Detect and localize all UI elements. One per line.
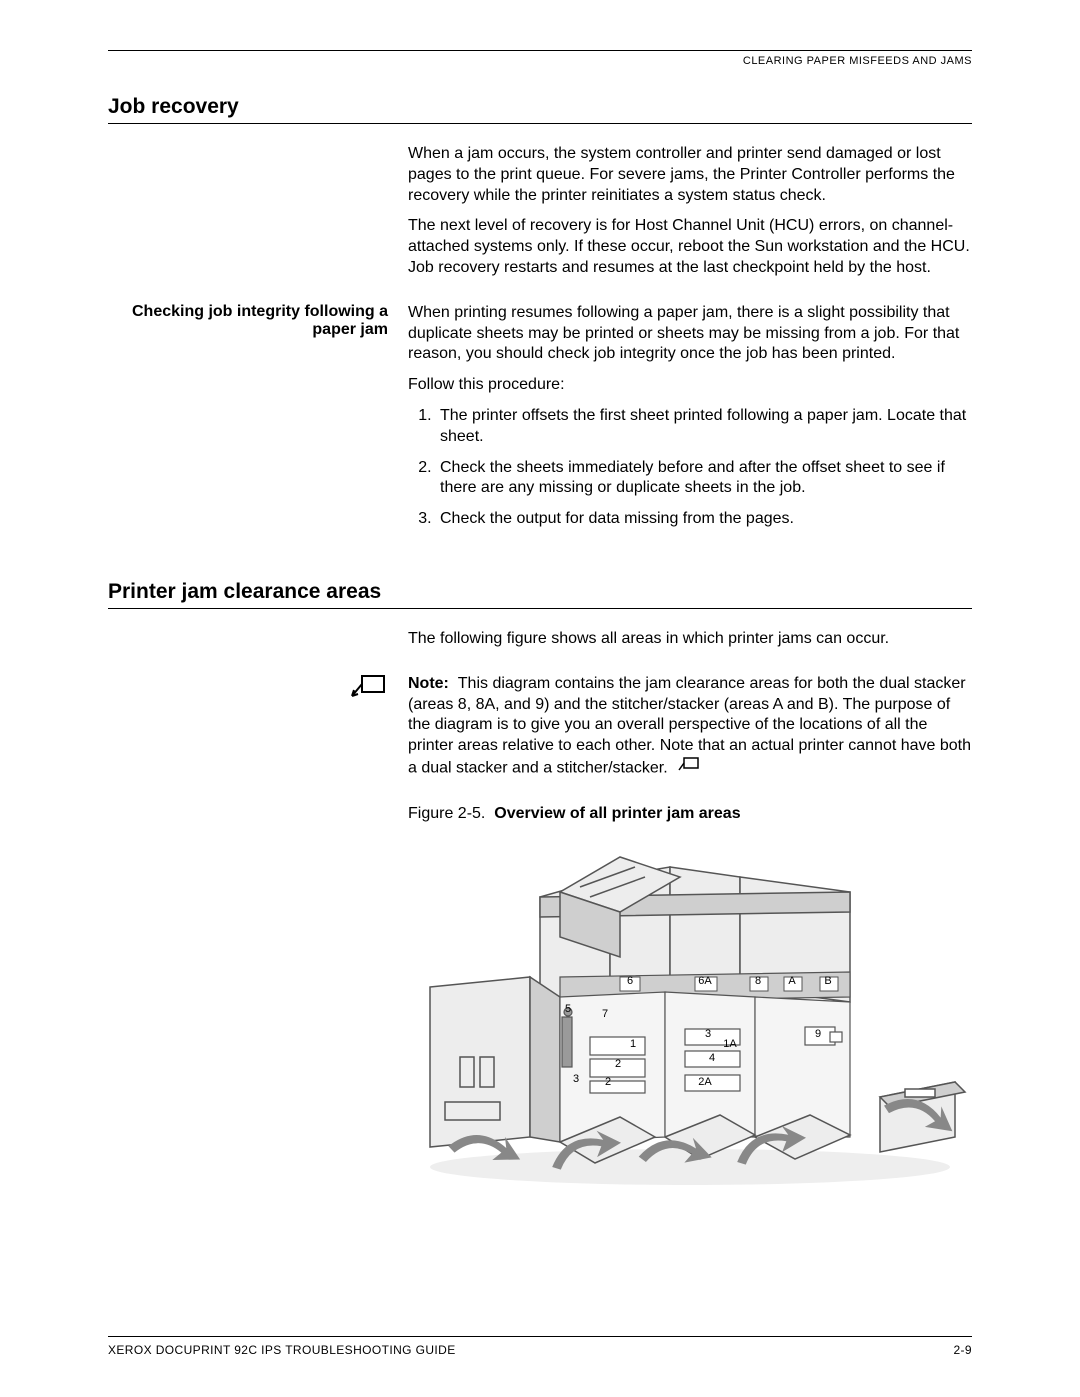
para-job-recovery-2: The next level of recovery is for Host C… [408, 216, 972, 278]
footer-left: XEROX DOCUPRINT 92C IPS TROUBLESHOOTING … [108, 1343, 456, 1357]
list-item: Check the output for data missing from t… [436, 509, 972, 530]
svg-text:1: 1 [630, 1038, 636, 1050]
svg-text:A: A [788, 975, 796, 987]
svg-text:3: 3 [573, 1073, 579, 1085]
svg-text:2: 2 [615, 1058, 621, 1070]
para-checking-integrity: When printing resumes following a paper … [408, 303, 972, 365]
list-item: The printer offsets the first sheet prin… [436, 406, 972, 448]
svg-text:2A: 2A [698, 1076, 712, 1088]
procedure-list: The printer offsets the first sheet prin… [408, 406, 972, 530]
side-col-empty [108, 144, 408, 289]
page-footer: XEROX DOCUPRINT 92C IPS TROUBLESHOOTING … [108, 1336, 972, 1357]
svg-text:5: 5 [565, 1003, 571, 1015]
svg-text:4: 4 [709, 1052, 715, 1064]
note-paragraph: Note: This diagram contains the jam clea… [408, 674, 972, 780]
svg-text:1A: 1A [723, 1038, 737, 1050]
para-job-recovery-1: When a jam occurs, the system controller… [408, 144, 972, 206]
note-icon [348, 674, 388, 713]
printer-diagram: 566A8AB931A42A12327 [408, 837, 972, 1217]
para-follow-procedure: Follow this procedure: [408, 375, 972, 396]
figure-label: Figure 2-5. [408, 805, 485, 822]
side-col-empty [108, 629, 408, 660]
svg-text:8: 8 [755, 975, 761, 987]
running-head: CLEARING PAPER MISFEEDS AND JAMS [108, 55, 972, 67]
note-end-icon [678, 757, 700, 780]
svg-text:2: 2 [605, 1076, 611, 1088]
footer-right: 2-9 [953, 1343, 972, 1357]
para-jam-areas-intro: The following figure shows all areas in … [408, 629, 972, 650]
svg-text:6: 6 [627, 975, 633, 987]
svg-text:B: B [824, 975, 831, 987]
list-item: Check the sheets immediately before and … [436, 458, 972, 500]
svg-text:7: 7 [602, 1008, 608, 1020]
svg-text:3: 3 [705, 1028, 711, 1040]
note-lead: Note: [408, 675, 449, 692]
figure-title: Overview of all printer jam areas [494, 805, 740, 822]
figure-caption: Figure 2-5. Overview of all printer jam … [408, 804, 972, 825]
subhead-checking-integrity: Checking job integrity following a paper… [108, 303, 408, 540]
section-title-job-recovery: Job recovery [108, 95, 972, 124]
svg-text:6A: 6A [698, 975, 712, 987]
section-title-jam-areas: Printer jam clearance areas [108, 580, 972, 609]
svg-text:9: 9 [815, 1028, 821, 1040]
